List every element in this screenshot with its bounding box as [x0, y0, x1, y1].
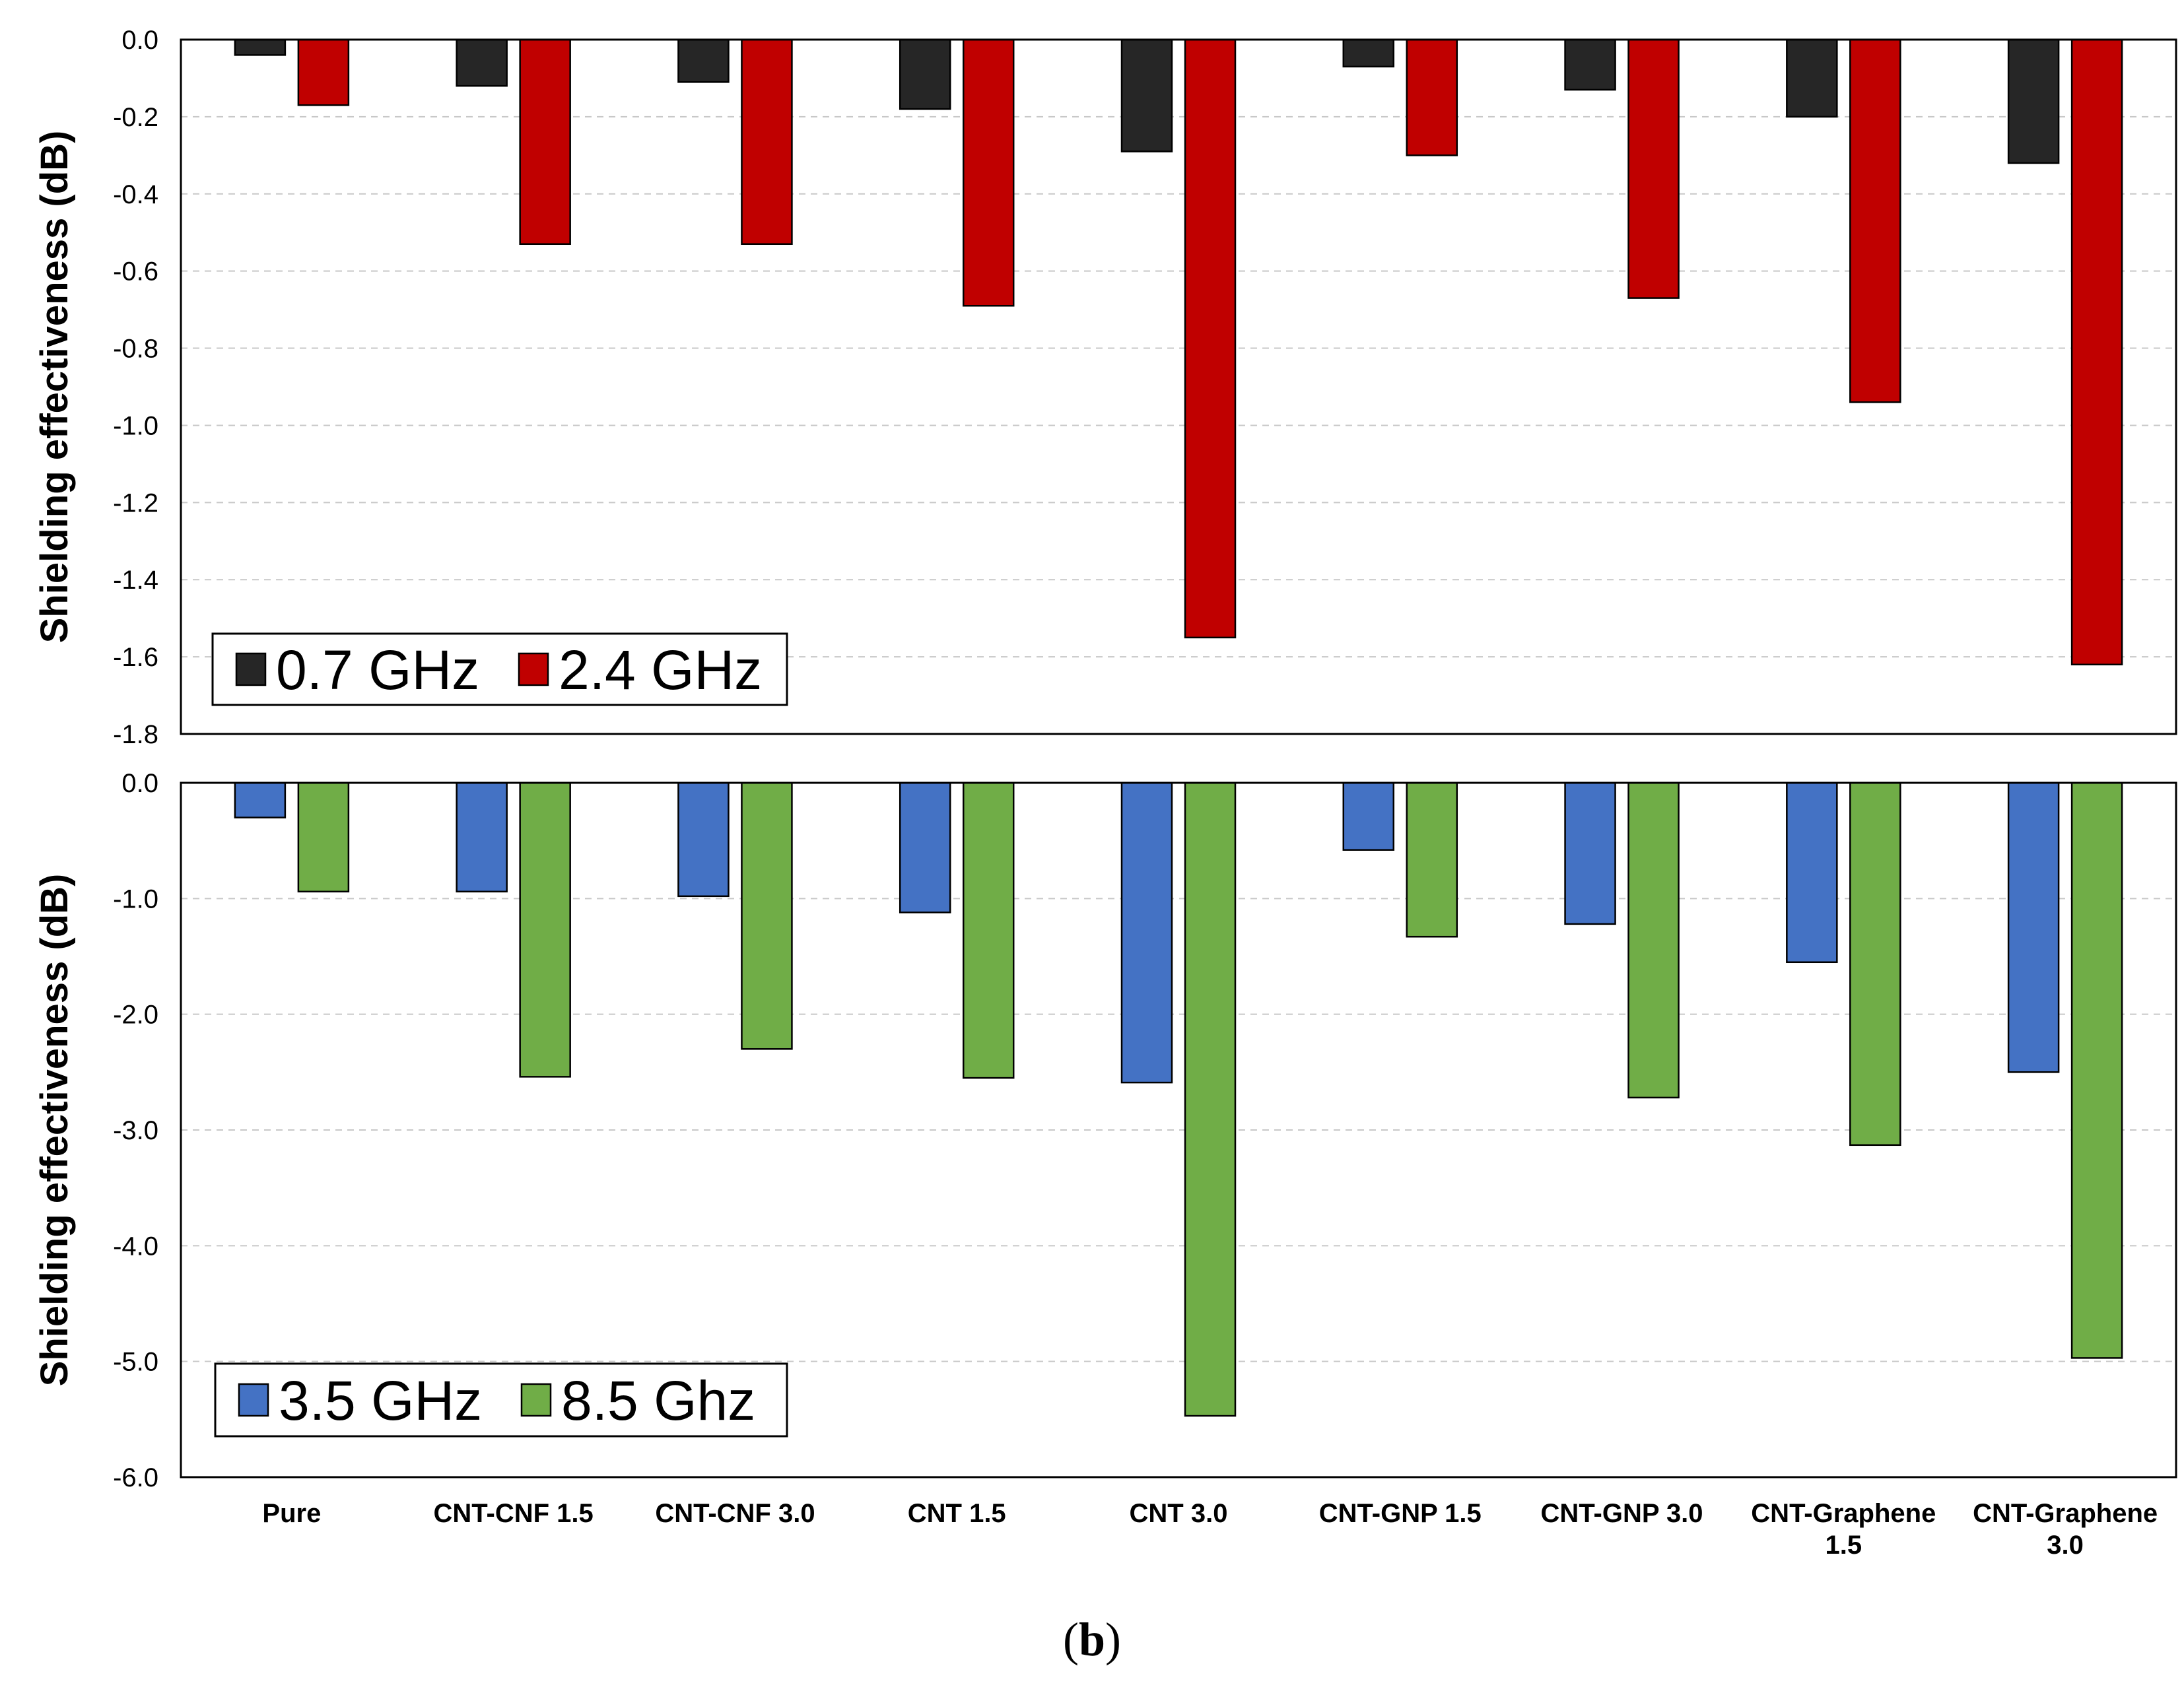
category-label: Pure — [262, 1499, 321, 1528]
legend-label: 0.7 GHz — [276, 639, 479, 701]
bar — [1564, 781, 1616, 925]
bar — [1342, 781, 1395, 851]
top-panel: 0.0 -0.2 -0.4 -0.6 -0.8 -1.0 -1.2 -1.4 -1.6 -1.8 S… — [33, 26, 2177, 749]
category-label: CNT 1.5 — [908, 1499, 1006, 1528]
y-tick-label: -6.0 — [113, 1463, 158, 1492]
plot-area — [181, 40, 2176, 734]
y-tick-label: -0.8 — [113, 335, 158, 364]
bar — [2070, 38, 2123, 666]
legend-label: 8.5 Ghz — [561, 1370, 755, 1432]
legend-label: 3.5 GHz — [279, 1370, 482, 1432]
plot-frame — [180, 781, 2177, 1478]
bar — [1849, 38, 1901, 403]
y-tick-label: -5.0 — [113, 1348, 158, 1377]
bar — [741, 38, 793, 246]
panel-label: (b) — [1063, 1613, 1121, 1666]
bar — [456, 781, 508, 893]
y-tick-label: -1.2 — [113, 488, 158, 517]
y-tick-label: -0.2 — [113, 103, 158, 132]
plot-frame — [180, 38, 2177, 735]
bar — [519, 38, 571, 246]
y-tick-label: -4.0 — [113, 1232, 158, 1261]
bar — [297, 38, 350, 106]
category-label: CNT-GNP 3.0 — [1541, 1499, 1703, 1528]
category-label: CNT-GNP 1.5 — [1319, 1499, 1482, 1528]
y-axis-label: Shielding effectiveness (dB) — [33, 131, 76, 644]
category-label: CNT 3.0 — [1130, 1499, 1228, 1528]
y-tick-label: 0.0 — [121, 26, 158, 55]
bar — [1849, 781, 1901, 1146]
bar — [2007, 38, 2060, 164]
category-label: CNT-Graphene 1.5 — [1751, 1499, 1936, 1560]
legend-box — [211, 632, 788, 706]
bar — [1627, 781, 1680, 1099]
bar — [234, 38, 287, 56]
bar — [1184, 38, 1237, 639]
bar — [297, 781, 350, 893]
y-tick-label: -0.4 — [113, 180, 158, 209]
bar — [234, 781, 287, 818]
legend-swatch — [518, 652, 549, 686]
bar — [899, 38, 951, 110]
y-tick-label: -1.0 — [113, 884, 158, 913]
legend: 0.7 GHz 2.4 GHz — [211, 632, 788, 706]
bar — [519, 781, 571, 1078]
bar — [1564, 38, 1616, 91]
legend-swatch — [520, 1383, 552, 1417]
bar — [899, 781, 951, 913]
bar — [677, 781, 730, 898]
y-axis-label: Shielding effectiveness (dB) — [33, 874, 76, 1387]
plot-area — [181, 783, 2176, 1477]
bottom-panel: 0.0 -1.0 -2.0 -3.0 -4.0 -5.0 -6.0 Shielding eff… — [33, 769, 2177, 1492]
bar — [1786, 781, 1838, 964]
bar — [456, 38, 508, 87]
y-tick-label: -1.0 — [113, 411, 158, 440]
bar — [741, 781, 793, 1050]
bar — [1406, 38, 1458, 156]
bar — [1120, 38, 1173, 152]
legend-box — [214, 1362, 788, 1438]
legend: 3.5 GHz 8.5 Ghz — [214, 1362, 788, 1438]
bar — [962, 38, 1015, 307]
bar — [2007, 781, 2060, 1073]
y-tick-label: -3.0 — [113, 1116, 158, 1145]
bar — [1342, 38, 1395, 68]
y-tick-label: -0.6 — [113, 257, 158, 286]
y-tick-label: -2.0 — [113, 1001, 158, 1030]
bar — [1184, 781, 1237, 1417]
y-tick-label: -1.8 — [113, 720, 158, 749]
bar — [1406, 781, 1458, 938]
category-labels: Pure CNT-CNF 1.5 CNT-CNF 3.0 CNT 1.5 CNT 3.0… — [262, 1499, 2158, 1560]
y-tick-label: -1.6 — [113, 643, 158, 672]
legend-swatch — [235, 652, 267, 686]
bar — [677, 38, 730, 83]
y-tick-label: 0.0 — [121, 769, 158, 798]
category-label: CNT-Graphene 3.0 — [1973, 1499, 2158, 1560]
y-tick-label: -1.4 — [113, 566, 158, 595]
bar — [1120, 781, 1173, 1084]
legend-swatch — [238, 1383, 269, 1417]
legend-label: 2.4 GHz — [559, 639, 762, 701]
bar — [2070, 781, 2123, 1359]
bar — [962, 781, 1015, 1079]
bar — [1786, 38, 1838, 118]
category-label: CNT-CNF 1.5 — [434, 1499, 594, 1528]
category-label: CNT-CNF 3.0 — [655, 1499, 815, 1528]
bar — [1627, 38, 1680, 299]
